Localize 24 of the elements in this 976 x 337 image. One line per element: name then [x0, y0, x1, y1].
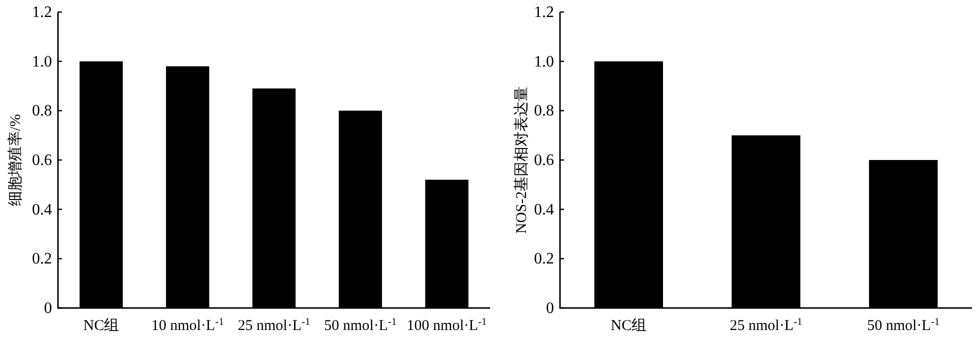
y-axis-title: 细胞增殖率/%	[7, 114, 24, 206]
y-tick-label: 0.4	[534, 200, 554, 218]
x-tick-label: NC组	[83, 317, 120, 334]
y-tick-label: 1.0	[32, 52, 52, 70]
y-tick-label: 0.2	[32, 250, 52, 268]
y-tick-label: 0.2	[534, 250, 554, 268]
y-tick-label: 0	[44, 300, 52, 316]
y-tick-label: 1.0	[534, 52, 554, 70]
x-tick-label: 50 nmol·L$^{-1}$	[867, 316, 940, 334]
x-tick-label: 50 nmol·L$^{-1}$	[324, 316, 397, 334]
y-tick-label: 0.4	[32, 200, 52, 218]
x-tick-label: 10 nmol·L$^{-1}$	[151, 316, 224, 334]
x-tick-label: NC组	[610, 317, 647, 334]
y-tick-label: 0.8	[534, 102, 554, 120]
y-tick-label: 0	[546, 300, 554, 316]
y-tick-label: 0.6	[534, 152, 554, 168]
x-tick-label: 100 nmol·L$^{-1}$	[406, 316, 487, 334]
y-axis-title: NOS-2基因相对表达量	[513, 86, 530, 234]
y-tick-label: 1.2	[534, 4, 554, 20]
x-tick-label: 25 nmol·L$^{-1}$	[730, 316, 802, 334]
y-tick-label: 0.8	[32, 102, 52, 120]
y-tick-label: 0.6	[32, 152, 52, 168]
x-tick-label: 25 nmol·L$^{-1}$	[238, 316, 310, 334]
y-tick-label: 1.2	[32, 4, 52, 20]
